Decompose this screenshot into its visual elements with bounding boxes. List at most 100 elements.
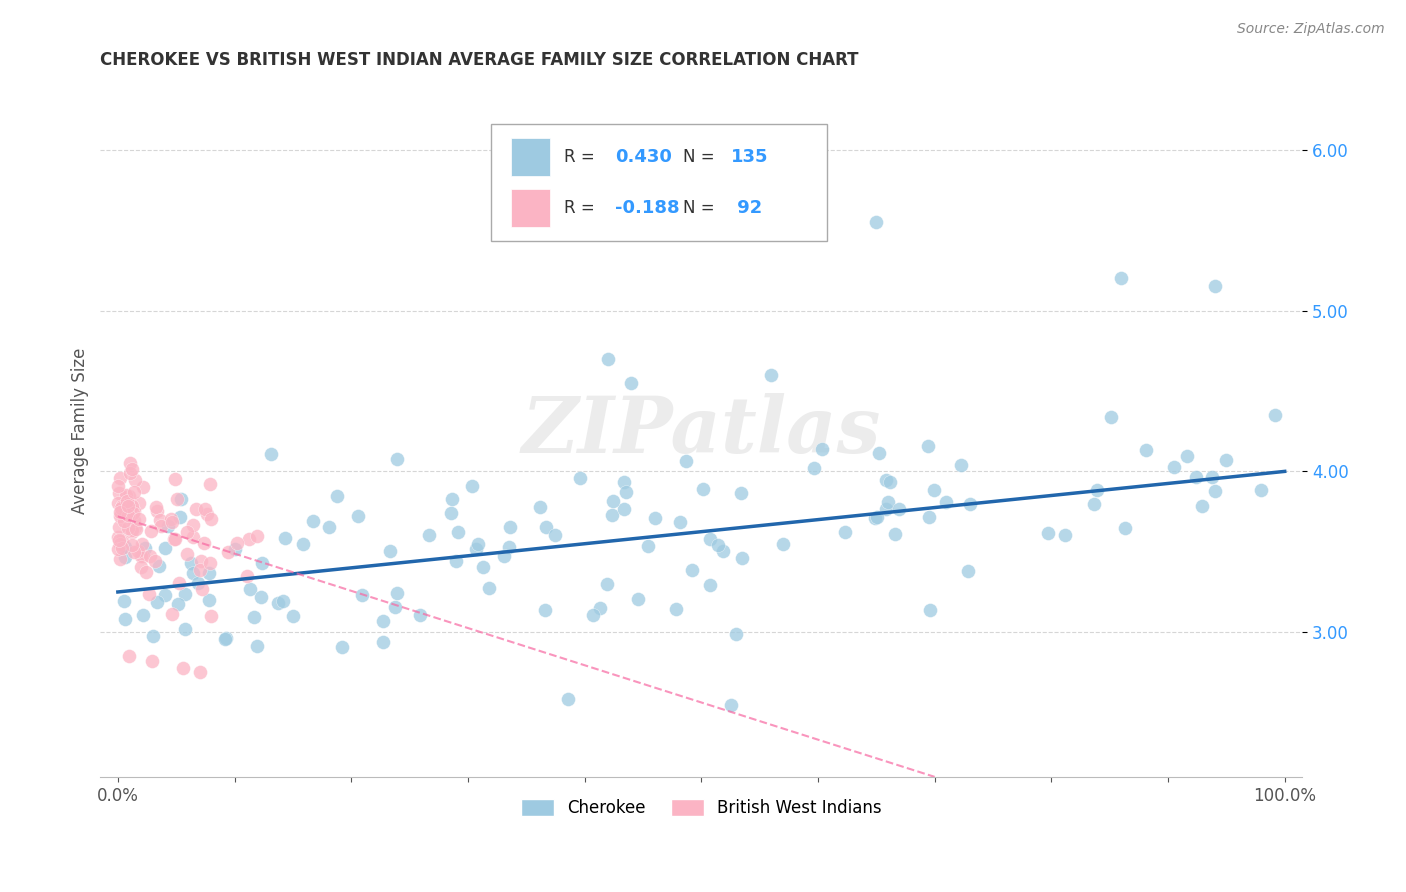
Point [883, 527, 905, 541]
Point [198, 592, 221, 607]
Point [139, 549, 162, 563]
Point [142, 629, 165, 643]
Point [725, 626, 748, 640]
Point [471, 559, 494, 574]
Point [117, 520, 139, 534]
Point [1204, 483, 1226, 498]
Point [115, 493, 138, 508]
Point [131, 560, 153, 574]
Point [246, 529, 269, 543]
Point [326, 489, 349, 503]
Point [1215, 453, 1237, 467]
Point [1111, 271, 1133, 285]
Point [1175, 450, 1198, 464]
FancyBboxPatch shape [491, 123, 828, 241]
Point [200, 512, 222, 526]
Point [224, 542, 246, 557]
Point [330, 640, 353, 654]
Y-axis label: Average Family Size: Average Family Size [72, 348, 89, 515]
Point [922, 483, 945, 498]
Point [117, 496, 139, 510]
Point [917, 510, 939, 524]
Point [145, 595, 167, 609]
Point [868, 446, 890, 460]
Point [596, 577, 619, 591]
Text: R =: R = [564, 148, 600, 166]
Point [675, 454, 697, 468]
Point [682, 563, 704, 577]
Point [121, 462, 143, 476]
Point [153, 541, 176, 556]
Point [117, 508, 139, 523]
Point [217, 545, 239, 559]
Point [1250, 483, 1272, 497]
Point [160, 607, 183, 622]
Point [250, 590, 273, 604]
Point [699, 578, 721, 592]
Point [215, 631, 238, 645]
Text: 135: 135 [731, 148, 769, 166]
Point [1264, 409, 1286, 423]
Point [149, 519, 172, 533]
Point [494, 549, 516, 563]
Point [529, 500, 551, 514]
Point [875, 473, 897, 487]
Point [194, 501, 217, 516]
Point [107, 496, 129, 510]
Point [935, 495, 957, 509]
Point [464, 541, 486, 556]
Point [865, 215, 887, 229]
Point [440, 507, 463, 521]
Point [274, 531, 297, 545]
Point [111, 500, 134, 514]
Text: 92: 92 [731, 199, 762, 217]
Text: CHEROKEE VS BRITISH WEST INDIAN AVERAGE FAMILY SIZE CORRELATION CHART: CHEROKEE VS BRITISH WEST INDIAN AVERAGE … [100, 51, 859, 69]
Point [181, 566, 204, 581]
Point [1135, 442, 1157, 457]
Point [111, 541, 134, 555]
Point [131, 549, 153, 564]
Point [114, 540, 136, 554]
Point [699, 532, 721, 546]
Point [730, 486, 752, 500]
Point [118, 466, 141, 480]
Point [1087, 483, 1109, 497]
Point [1114, 521, 1136, 535]
Point [669, 516, 692, 530]
Point [188, 665, 211, 680]
Point [172, 660, 194, 674]
Point [644, 510, 666, 524]
Point [596, 351, 619, 366]
Point [1201, 470, 1223, 484]
Point [200, 609, 222, 624]
Point [637, 539, 659, 553]
Point [132, 607, 155, 622]
Point [384, 599, 406, 614]
Point [1191, 499, 1213, 513]
Point [1083, 497, 1105, 511]
Text: N =: N = [683, 199, 720, 217]
Point [108, 533, 131, 548]
Point [1204, 279, 1226, 293]
Point [568, 471, 591, 485]
Point [614, 485, 637, 500]
Point [114, 550, 136, 565]
Point [198, 566, 221, 580]
Point [446, 554, 468, 568]
Point [600, 508, 623, 522]
Point [863, 511, 886, 525]
Point [920, 603, 942, 617]
Point [259, 447, 281, 461]
Point [226, 536, 249, 550]
Point [544, 527, 567, 541]
Point [128, 496, 150, 510]
Point [108, 520, 131, 534]
Point [166, 492, 188, 507]
Point [198, 556, 221, 570]
Point [281, 609, 304, 624]
Point [371, 614, 394, 628]
Point [121, 499, 143, 513]
Point [803, 461, 825, 475]
Point [132, 480, 155, 494]
Point [478, 582, 501, 596]
